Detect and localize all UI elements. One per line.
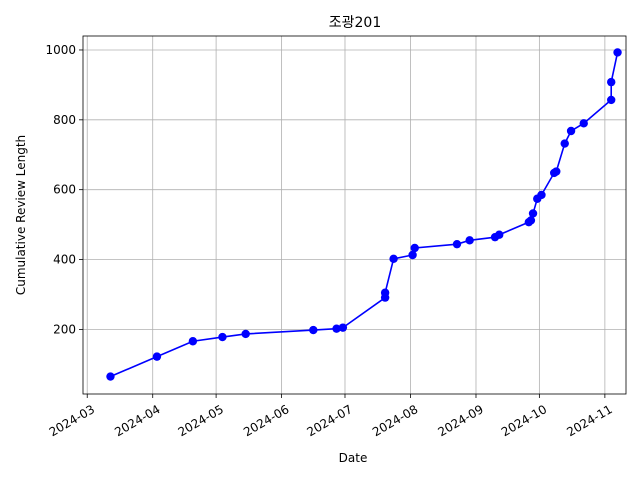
data-point: [106, 372, 115, 381]
data-point: [537, 190, 546, 200]
x-tick-label: 2024-08: [370, 402, 420, 439]
x-tick-label: 2024-09: [435, 402, 485, 439]
data-point: [607, 77, 616, 87]
data-point: [410, 243, 419, 253]
x-tick-label: 2024-04: [112, 402, 162, 439]
data-point: [607, 95, 616, 105]
series-line: [110, 52, 619, 378]
axes: [82, 35, 627, 395]
data-point: [309, 325, 318, 335]
data-point: [332, 324, 341, 333]
data-point: [495, 230, 504, 239]
y-axis-title: Cumulative Review Length: [14, 135, 28, 295]
ticks: 200 400 600 800 1000 2024-03 2024-04 2024-05 202…: [45, 43, 614, 439]
data-point: [188, 337, 198, 346]
data-point: [380, 288, 390, 297]
x-tick-label: 2024-05: [176, 402, 226, 439]
data-point: [218, 332, 227, 342]
data-point: [613, 48, 622, 57]
y-tick-label: 200: [53, 322, 76, 336]
y-tick-label: 400: [53, 253, 76, 267]
y-tick-label: 600: [53, 183, 76, 197]
data-point: [338, 323, 348, 332]
x-tick-label: 2024-10: [499, 402, 549, 439]
data-point: [241, 329, 250, 339]
x-tick-label: 2024-07: [304, 402, 354, 439]
data-point: [560, 139, 569, 148]
data-point: [552, 167, 561, 176]
grid: [83, 36, 626, 394]
x-tick-label: 2024-03: [47, 402, 97, 439]
y-tick-label: 1000: [45, 43, 76, 57]
series: [106, 48, 622, 381]
x-tick-label: 2024-11: [564, 402, 614, 439]
data-point: [152, 352, 162, 361]
chart-title: 조광201: [329, 15, 381, 31]
x-tick-label: 2024-06: [241, 402, 291, 439]
data-point: [465, 236, 474, 245]
data-point: [452, 239, 462, 249]
data-point: [389, 254, 398, 264]
y-tick-label: 800: [53, 113, 76, 127]
data-point: [408, 250, 417, 260]
data-point: [526, 216, 536, 225]
plot-frame: [82, 35, 627, 395]
x-axis-title: Date: [339, 451, 368, 465]
data-point: [566, 126, 576, 136]
data-point: [579, 119, 588, 128]
data-point: [528, 209, 538, 218]
